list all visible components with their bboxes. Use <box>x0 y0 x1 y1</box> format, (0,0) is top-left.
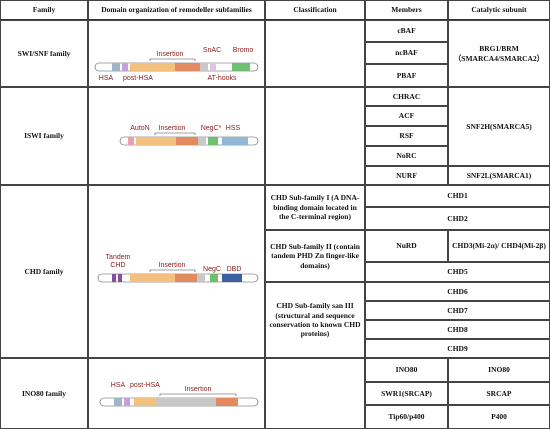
cell-text: Catalytic subunit <box>471 5 527 15</box>
cell-text: NURF <box>396 170 417 180</box>
cell-text: PBAF <box>396 70 417 80</box>
cell-text: NuRD <box>396 241 417 251</box>
cell-text: CHD Sub-family I (A DNA-binding domain l… <box>270 193 360 222</box>
member-cell: SWR1(SRCAP) <box>365 382 448 405</box>
domain-label: Insertion <box>157 51 184 58</box>
domain-label: CHD <box>110 262 125 269</box>
family-cell: ISWI family <box>0 87 88 185</box>
domain-cell <box>88 87 265 185</box>
cell-text: CHRAC <box>392 91 421 101</box>
domain-label: post-HSA <box>123 75 153 82</box>
domain-label: Insertion <box>159 262 186 269</box>
domain-label: HSS <box>226 125 241 132</box>
member-cell: PBAF <box>365 64 448 87</box>
domain-label: HSA <box>99 75 114 82</box>
domain-label: NegC* <box>201 125 222 132</box>
cell-text: BRG1/BRM <box>479 44 519 54</box>
cell-text: ISWI family <box>24 131 64 141</box>
cell-text: Tip60/p400 <box>388 412 425 422</box>
domain-cell <box>88 185 265 358</box>
cell-text: CHD8 <box>447 324 468 334</box>
domain-label: Bromo <box>233 47 254 54</box>
classification-cell <box>265 87 365 185</box>
cell-text: Members <box>391 5 422 15</box>
cell-text: CHD Sub-family san III (structural and s… <box>269 301 361 339</box>
domain-label: HSA <box>111 382 126 389</box>
member-cell: CHRAC <box>365 87 448 106</box>
header-cell: Members <box>365 0 448 20</box>
cell-text: CHD Sub-family II (contain tandem PHD Zn… <box>270 241 360 270</box>
classification-cell: CHD Sub-family I (A DNA-binding domain l… <box>265 185 365 230</box>
cell-text: SNF2H(SMARCA5) <box>466 121 532 131</box>
cell-text: ACF <box>398 111 415 121</box>
header-cell: Classification <box>265 0 365 20</box>
member-cell: INO80 <box>365 358 448 382</box>
domain-label: Insertion <box>185 386 212 393</box>
member-cell: RSF <box>365 126 448 146</box>
member-cell: NuRD <box>365 230 448 262</box>
cell-text: CHD1 <box>447 191 468 201</box>
domain-label: SnAC <box>203 47 221 54</box>
cell-text: INO80 <box>395 365 418 375</box>
cell-text: cBAF <box>397 26 416 36</box>
cell-text: Family <box>32 5 56 15</box>
domain-label: Insertion <box>159 125 186 132</box>
cell-text: CHD3(Mi-2α)/ CHD4(Mi-2β) <box>452 241 546 251</box>
cell-text: CHD7 <box>447 305 468 315</box>
iswi-diagram: AutoN Insertion NegC* HSS <box>119 125 259 146</box>
domain-label: DBD <box>227 266 242 273</box>
member-cell: ACF <box>365 106 448 126</box>
header-cell: Catalytic subunit <box>448 0 550 20</box>
classification-cell <box>265 20 365 87</box>
cell-text: INO80 <box>488 365 510 375</box>
member-cell: cBAF <box>365 20 448 42</box>
chd-diagram: Tandem CHD Insertion NegC DBD <box>97 254 259 283</box>
domain-cell <box>88 20 265 87</box>
member-cell: NoRC <box>365 146 448 166</box>
family-cell: SWI/SNF family <box>0 20 88 87</box>
classification-cell: CHD Sub-family san III (structural and s… <box>265 282 365 358</box>
cell-text: CHD9 <box>447 343 468 353</box>
classification-cell: CHD Sub-family II (contain tandem PHD Zn… <box>265 230 365 282</box>
domain-label: NegC <box>203 266 221 273</box>
domain-label: Tandem <box>106 254 131 261</box>
swisnf-diagram: Insertion SnAC Bromo HSA post-HSA AT-hoo… <box>94 47 259 82</box>
cell-text: SNF2L(SMARCA1) <box>466 170 532 180</box>
cell-text: ncBAF <box>395 48 418 58</box>
cell-text: （SMARCA4/SMARCA2） <box>453 53 545 63</box>
cell-text: CHD family <box>24 266 64 276</box>
cell-text: INO80 family <box>22 388 66 398</box>
header-cell: Domain organization of remodeller subfam… <box>88 0 265 20</box>
cell-text: SRCAP <box>486 388 512 398</box>
cell-text: CHD2 <box>447 213 468 223</box>
cell-text: RSF <box>399 131 414 141</box>
family-cell: CHD family <box>0 185 88 358</box>
cell-text: SWI/SNF family <box>17 48 71 58</box>
member-cell: ncBAF <box>365 42 448 64</box>
cell-text: NoRC <box>396 151 417 161</box>
cell-text: Classification <box>293 5 337 15</box>
member-cell: NURF <box>365 166 448 185</box>
domain-label: AutoN <box>130 125 149 132</box>
header-cell: Family <box>0 0 88 20</box>
cell-text: Domain organization of remodeller subfam… <box>101 5 252 15</box>
cell-text: P400 <box>491 412 507 422</box>
cell-text: CHD5 <box>447 267 468 277</box>
ino80-diagram: HSA post-HSA Insertion <box>99 382 259 407</box>
cell-text: SWR1(SRCAP) <box>381 388 432 398</box>
domain-label: AT-hooks <box>207 75 237 82</box>
domain-label: post-HSA <box>130 382 160 389</box>
cell-text: CHD6 <box>447 286 468 296</box>
